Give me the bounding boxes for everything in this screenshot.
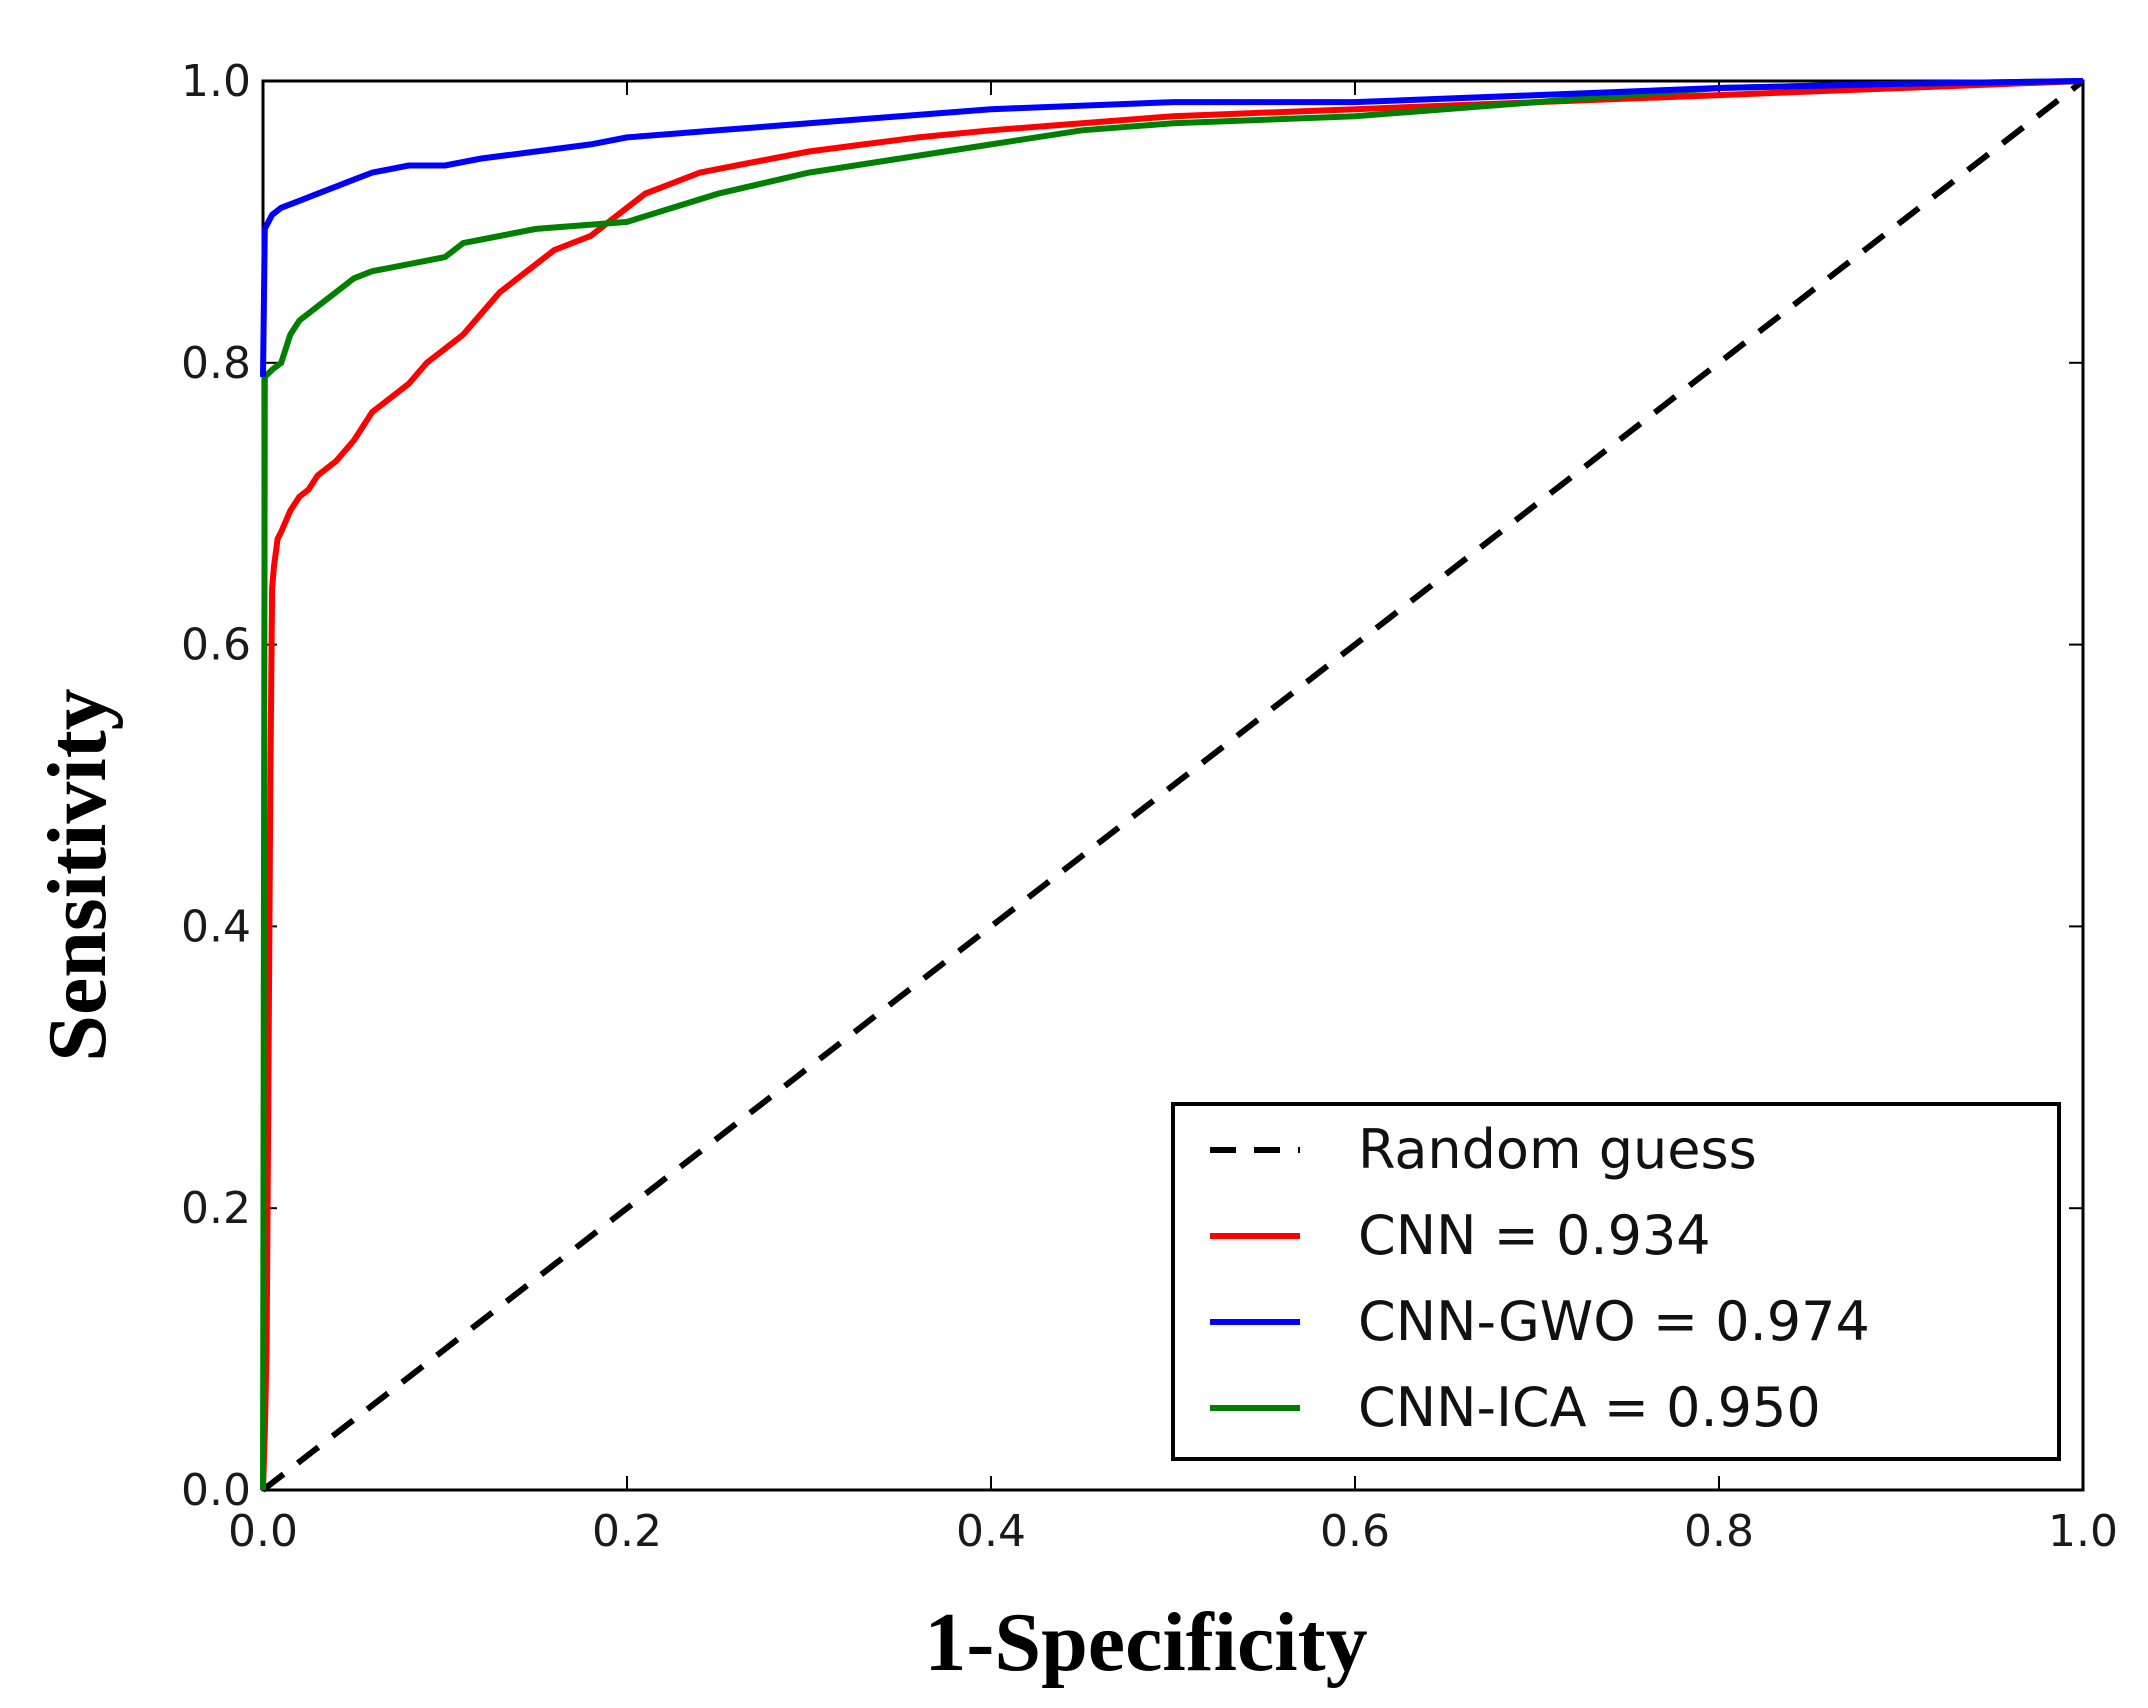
axis-ticks: 0.0 0.2 0.4 0.6 0.8 1.0 0.0 0.2 0.4 0.6 0.8 1.0 bbox=[181, 56, 2118, 1557]
legend-label-cnn-gwo: CNN-GWO = 0.974 bbox=[1358, 1290, 1870, 1353]
y-tick-label: 0.8 bbox=[181, 338, 251, 389]
y-tick-label: 0.4 bbox=[181, 901, 251, 952]
x-axis-title: 1-Specificity bbox=[924, 1596, 1367, 1689]
series-layer bbox=[260, 78, 2085, 1493]
x-tick-label: 0.0 bbox=[228, 1506, 298, 1557]
series-line-cnn-gwo bbox=[260, 78, 2084, 377]
y-tick-label: 0.6 bbox=[181, 620, 251, 671]
y-tick-label: 1.0 bbox=[181, 56, 251, 107]
legend-box bbox=[1171, 1102, 2061, 1461]
legend-label-cnn: CNN = 0.934 bbox=[1358, 1204, 1711, 1267]
legend-label-cnn-ica: CNN-ICA = 0.950 bbox=[1358, 1376, 1821, 1439]
x-tick-label: 0.4 bbox=[956, 1506, 1026, 1557]
x-tick-label: 0.8 bbox=[1684, 1506, 1754, 1557]
x-tick-label: 0.6 bbox=[1320, 1506, 1390, 1557]
y-tick-label: 0.2 bbox=[181, 1183, 251, 1234]
series-line-cnn-ica bbox=[260, 78, 2084, 1491]
x-tick-label: 1.0 bbox=[2048, 1506, 2118, 1557]
legend-label-random-guess: Random guess bbox=[1358, 1118, 1757, 1181]
legend: Random guess CNN = 0.934 CNN-GWO = 0.974… bbox=[1171, 1102, 2061, 1461]
x-tick-label: 0.2 bbox=[592, 1506, 662, 1557]
series-line-random-guess bbox=[261, 78, 2085, 1493]
y-tick-label: 0.0 bbox=[181, 1465, 251, 1516]
series-line-cnn bbox=[260, 78, 2084, 1491]
y-axis-title: Sensitivity bbox=[31, 688, 124, 1061]
